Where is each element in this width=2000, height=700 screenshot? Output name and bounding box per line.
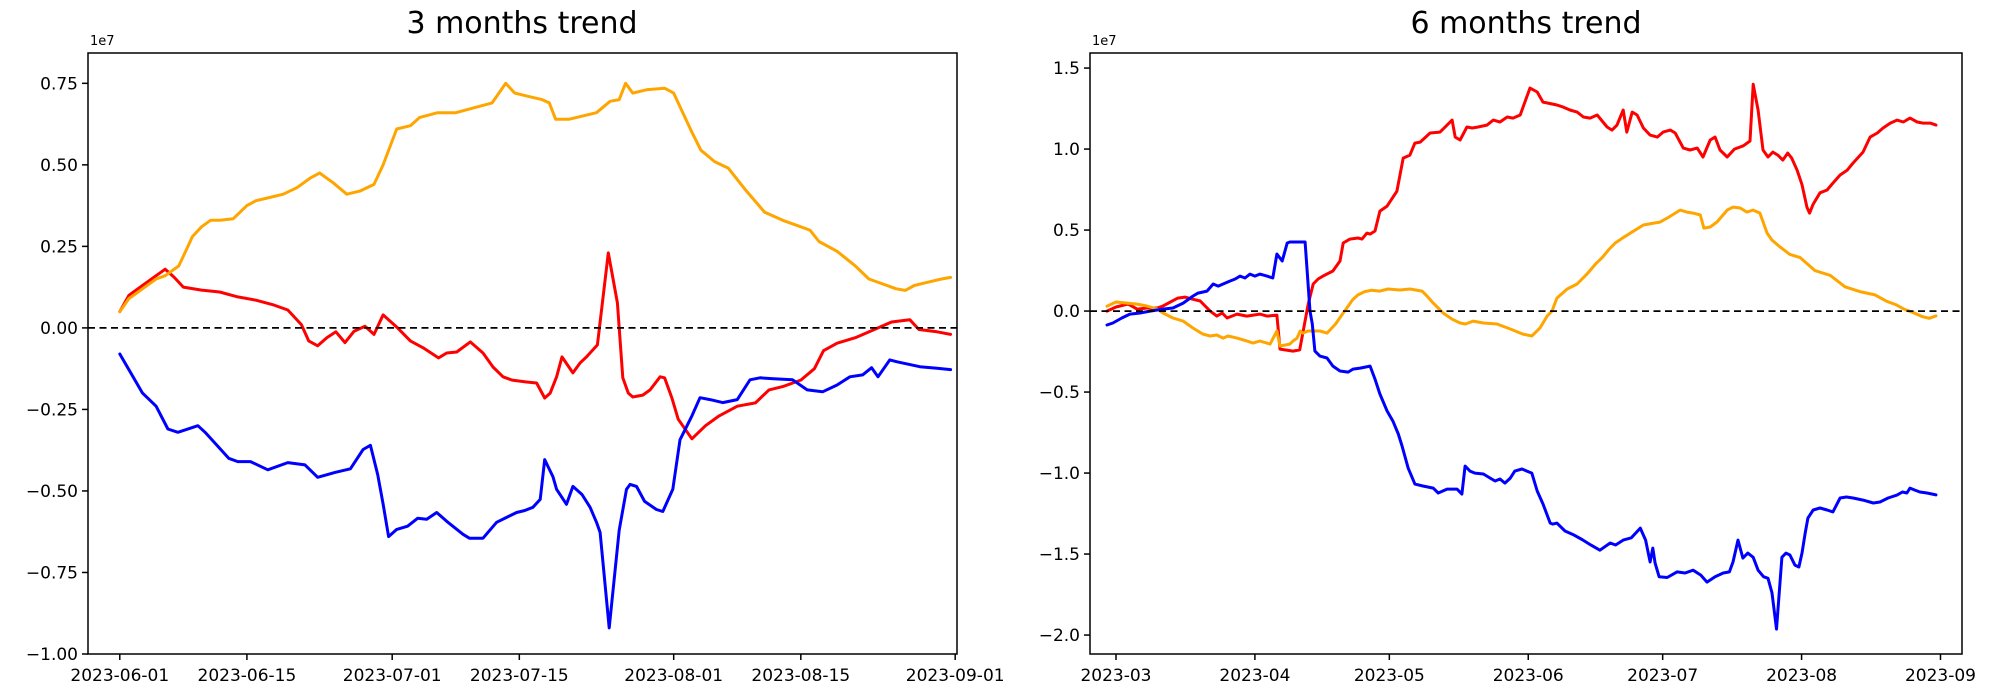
- x-tick-label: 2023-06-15: [198, 666, 297, 686]
- y-tick-label: −0.25: [26, 400, 78, 420]
- y-tick-label: −1.5: [1039, 545, 1080, 565]
- x-tick-label: 2023-06: [1493, 666, 1564, 686]
- x-tick-label: 2023-07-15: [470, 666, 569, 686]
- y-tick-label: 0.25: [40, 237, 78, 257]
- x-tick-label: 2023-07-01: [343, 666, 442, 686]
- chart-title-6m: 6 months trend: [1410, 6, 1642, 41]
- y-tick-label: 1.5: [1053, 59, 1080, 79]
- x-tick-label: 2023-08-01: [624, 666, 723, 686]
- axes-trend-3m: 2023-06-01 2023-06-15 2023-07-01 2023-07-15…: [26, 52, 1005, 686]
- x-tick-label: 2023-03: [1080, 666, 1151, 686]
- axes-spines-trend-3m: [87, 52, 958, 655]
- x-tick-label: 2023-04: [1219, 666, 1290, 686]
- x-tick-label: 2023-05: [1354, 666, 1425, 686]
- y-axis-offset-label-3m: 1e7: [90, 34, 115, 49]
- y-tick-label: −1.00: [26, 645, 78, 665]
- y-tick-label: 0.50: [40, 156, 78, 176]
- series-line-blue-trend-6m: [1105, 240, 1938, 631]
- y-tick-label: 1.0: [1053, 140, 1080, 160]
- y-tick-label: −1.0: [1039, 464, 1080, 484]
- x-tick-label: 2023-07: [1627, 666, 1698, 686]
- x-tick-label: 2023-08: [1766, 666, 1837, 686]
- y-axis-offset-label-6m: 1e7: [1092, 34, 1117, 49]
- y-tick-label: 0.75: [40, 74, 78, 94]
- x-tick-label: 2023-09-01: [906, 666, 1005, 686]
- y-tick-label: −0.75: [26, 563, 78, 583]
- y-tick-label: 0.5: [1053, 221, 1080, 241]
- chart-title-3m: 3 months trend: [406, 6, 638, 41]
- y-tick-label: −0.50: [26, 482, 78, 502]
- series-line-orange-trend-6m: [1105, 205, 1938, 348]
- series-line-orange-trend-3m: [118, 81, 953, 314]
- y-tick-label: −0.5: [1039, 383, 1080, 403]
- x-tick-label: 2023-08-15: [751, 666, 850, 686]
- y-tick-label: 0.0: [1053, 302, 1080, 322]
- series-line-blue-trend-3m: [118, 352, 953, 630]
- series-line-red-trend-6m: [1105, 82, 1938, 353]
- axes-spines-trend-6m: [1089, 52, 1963, 655]
- axes-trend-6m: 2023-03 2023-04 2023-05 2023-06 2023-07 2023-…: [1039, 52, 1976, 686]
- series-line-red-trend-3m: [118, 251, 953, 441]
- x-tick-label: 2023-09: [1905, 666, 1976, 686]
- x-tick-label: 2023-06-01: [70, 666, 169, 686]
- y-tick-label: 0.00: [40, 319, 78, 339]
- y-tick-label: −2.0: [1039, 626, 1080, 646]
